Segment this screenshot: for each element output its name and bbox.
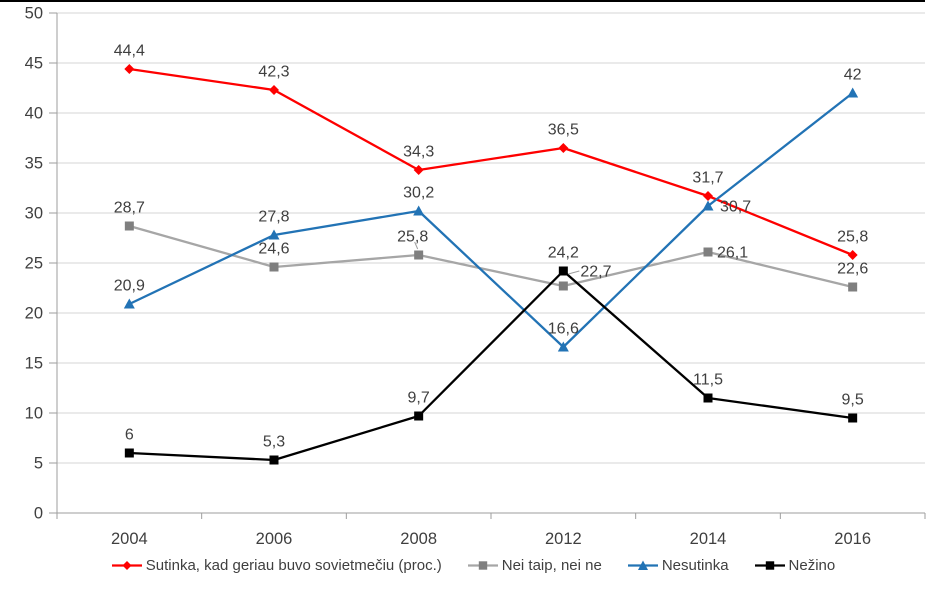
data-point-marker [557,341,569,352]
legend-label: Sutinka, kad geriau buvo sovietmečiu (pr… [145,556,442,574]
y-axis-tick-label: 15 [25,355,43,373]
x-axis-tick-label: 2008 [400,530,437,548]
y-axis-tick-label: 0 [34,505,43,523]
data-point-marker [703,247,713,257]
data-point-label: 30,7 [720,199,751,216]
data-point-label: 24,2 [548,245,579,262]
y-axis-tick-label: 40 [25,105,43,123]
data-point-marker [703,393,713,403]
data-point-marker [124,64,135,74]
data-point-marker [847,87,859,98]
legend-item-3: Nesutinka [627,556,729,574]
data-point-label: 11,5 [693,372,723,389]
x-axis-tick-label: 2004 [111,530,148,548]
data-point-marker [124,448,134,458]
data-point-label: 22,7 [580,264,611,281]
data-point-label: 20,9 [114,278,145,295]
line-chart: 0 5 10 15 20 25 30 35 40 45 50 2004 2006 2008 2012 2014… [0,0,926,548]
x-axis-tick-label: 2014 [690,530,727,548]
data-point-label: 9,5 [842,392,864,409]
data-point-marker [269,85,279,95]
data-point-label: 25,8 [837,229,868,246]
data-point-marker [124,221,134,231]
data-point-label: 25,8 [397,229,428,246]
data-point-marker [848,282,858,292]
legend-marker-icon [467,560,498,570]
data-point-label: 27,8 [258,209,289,226]
data-point-label: 44,4 [114,43,145,60]
data-point-label: 16,6 [548,321,579,338]
y-axis-tick-label: 50 [25,5,43,23]
series-line-4 [128,269,854,462]
data-point-label: 22,6 [837,261,868,278]
data-point-label: 42 [844,67,862,84]
legend-item-2: Nei taip, nei ne [467,556,602,574]
data-point-label: 9,7 [408,390,430,407]
legend-marker-icon [754,560,785,570]
data-point-label: 5,3 [263,434,285,451]
data-point-marker [269,455,279,465]
legend-label: Nežino [788,556,836,574]
x-axis-tick-label: 2012 [545,530,582,548]
data-point-marker [558,281,568,291]
y-axis-tick-label: 30 [25,205,43,223]
label-leader-line [414,241,419,250]
legend-marker-icon [627,560,658,570]
data-point-marker [269,262,279,272]
data-point-marker [558,143,569,153]
data-point-label: 42,3 [258,64,289,81]
data-point-marker [703,191,713,201]
data-point-label: 6 [125,427,134,444]
data-point-label: 26,1 [717,245,748,262]
x-axis-tick-label: 2006 [256,530,293,548]
series-line-3 [128,91,854,349]
y-axis-tick-label: 35 [25,155,43,173]
data-point-marker [413,165,424,175]
chart-legend: Sutinka, kad geriau buvo sovietmečiu (pr… [0,552,947,578]
chart-top-border-line [0,0,925,2]
legend-marker-icon [111,560,142,570]
data-point-label: 31,7 [692,170,723,187]
series-line-2 [128,224,854,289]
data-point-marker [558,266,568,276]
series-line-1 [128,67,854,257]
y-axis-tick-label: 5 [34,455,43,473]
legend-label: Nesutinka [661,556,729,574]
data-point-marker [268,229,280,240]
legend-label: Nei taip, nei ne [501,556,602,574]
data-point-label: 30,2 [403,185,434,202]
data-point-marker [414,250,424,260]
data-point-marker [702,200,714,211]
y-axis-tick-label: 45 [25,55,43,73]
data-point-label: 34,3 [403,144,434,161]
data-point-label: 36,5 [548,122,579,139]
data-point-marker [413,205,425,216]
data-point-marker [414,411,424,421]
data-point-marker [847,250,858,260]
y-axis-tick-label: 20 [25,305,43,323]
label-leader-line [568,270,580,275]
data-point-marker [848,413,858,423]
x-axis-tick-label: 2016 [834,530,871,548]
data-point-label: 24,6 [258,241,289,258]
legend-item-1: Sutinka, kad geriau buvo sovietmečiu (pr… [111,556,442,574]
data-point-label: 28,7 [114,200,145,217]
y-axis-tick-label: 10 [25,405,43,423]
data-point-marker [123,298,135,309]
y-axis-tick-label: 25 [25,255,43,273]
legend-item-4: Nežino [754,556,836,574]
